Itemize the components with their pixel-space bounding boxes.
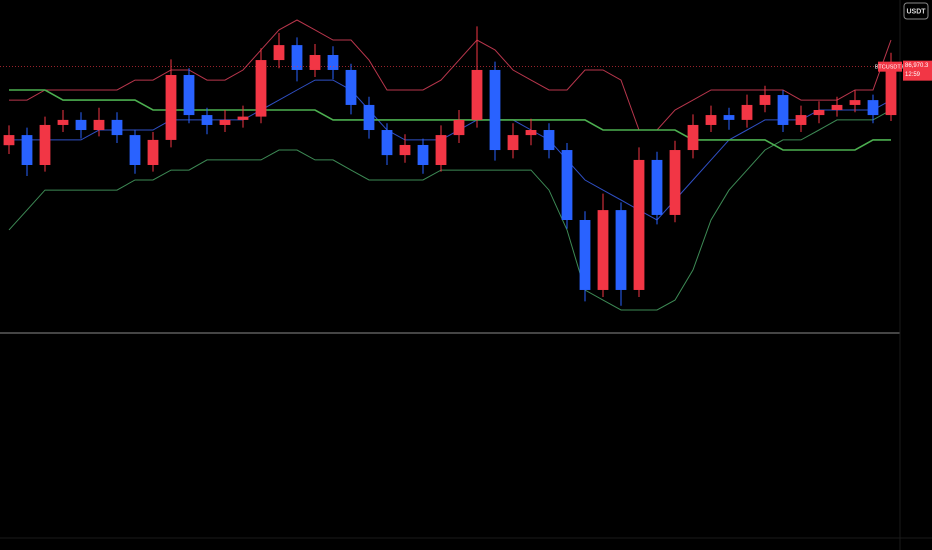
candle-body <box>795 115 807 125</box>
candle-body <box>435 135 447 165</box>
candle-body <box>363 104 375 131</box>
countdown-label: 12:59 <box>905 72 921 78</box>
candle-body <box>525 130 537 136</box>
candle-body <box>21 135 33 165</box>
indicator-line <box>9 79 892 221</box>
candle-body <box>579 220 591 290</box>
candle-body <box>147 139 159 165</box>
candle-body <box>237 116 249 120</box>
candle-body <box>471 69 483 120</box>
indicator-line <box>9 89 891 151</box>
candle-body <box>327 55 339 70</box>
candle-body <box>849 100 861 105</box>
currency-button[interactable]: USDT <box>903 2 929 20</box>
indicator-line <box>8 109 892 311</box>
candle-body <box>3 135 15 146</box>
candle-body <box>561 150 573 220</box>
candle-body <box>165 75 177 140</box>
price-tag <box>903 60 932 81</box>
candle-body <box>669 150 681 215</box>
candle-body <box>885 66 897 116</box>
candle-body <box>453 119 465 136</box>
candle-body <box>651 159 663 215</box>
button-frame[interactable] <box>903 2 929 20</box>
candle-body <box>867 100 879 116</box>
indicator-line <box>9 19 892 131</box>
last-price-label: 86,970.3 <box>905 63 929 69</box>
candle-body <box>543 130 555 151</box>
candle-body <box>399 144 411 156</box>
candle-body <box>705 115 717 125</box>
candle-body <box>633 159 645 290</box>
candle-body <box>273 45 285 61</box>
candle-body <box>291 45 303 70</box>
plot-area <box>3 19 897 311</box>
candle-body <box>687 124 699 151</box>
candle-body <box>507 135 519 151</box>
candle-body <box>381 130 393 156</box>
candle-body <box>183 75 195 116</box>
candle-body <box>777 95 789 125</box>
candle-body <box>813 110 825 116</box>
candle-body <box>597 210 609 290</box>
candle-body <box>111 119 123 136</box>
symbol-label: BTCUSDT.P <box>875 65 906 71</box>
candle-body <box>345 69 357 105</box>
button-label[interactable]: USDT <box>906 8 926 15</box>
candle-body <box>489 69 501 151</box>
candle-body <box>93 119 105 131</box>
candle-body <box>741 104 753 120</box>
candle-body <box>309 55 321 70</box>
candle-body <box>255 60 267 117</box>
candle-body <box>201 115 213 125</box>
candle-body <box>759 95 771 105</box>
candle-body <box>723 115 735 120</box>
candle-body <box>615 210 627 290</box>
candle-body <box>39 124 51 165</box>
candle-body <box>75 119 87 131</box>
candle-body <box>219 119 231 125</box>
candle-body <box>831 104 843 110</box>
symbol-tag <box>878 61 902 72</box>
candle-body <box>417 144 429 165</box>
candle-body <box>57 119 69 125</box>
candle-body <box>129 135 141 165</box>
